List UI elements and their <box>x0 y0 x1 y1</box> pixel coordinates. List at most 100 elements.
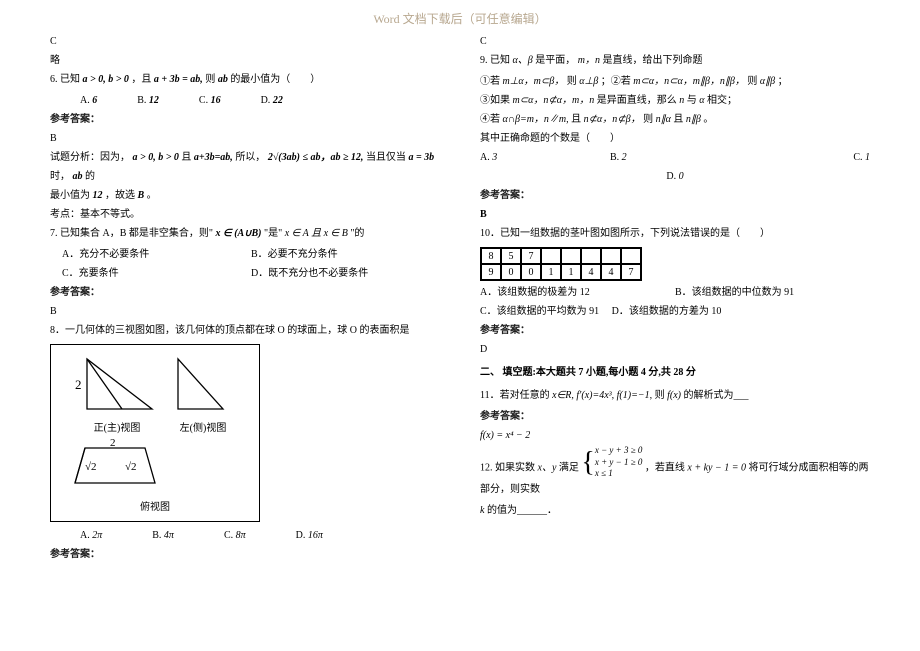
q12-xy: x、y <box>538 463 557 474</box>
q9p3-c: 与 <box>687 95 697 106</box>
q9p1-c: ；②若 <box>601 76 631 87</box>
q12-c3: x ≤ 1 <box>595 468 643 480</box>
q10-ans-label: 参考答案： <box>480 321 870 340</box>
q9p4-e4: n∥β <box>686 114 701 125</box>
q8-valD: 16π <box>308 530 323 541</box>
q11-ans: f(x) = x⁴ − 2 <box>480 426 870 445</box>
q9-valA: 3 <box>492 152 497 163</box>
q9-tc: 是直线，给出下列命题 <box>602 55 702 66</box>
q8-stem: 8．一几何体的三视图如图，该几何体的顶点都在球 O 的球面上，球 O 的表面积是 <box>50 321 440 340</box>
brace-icon: { <box>581 449 594 477</box>
q7-ans-label: 参考答案： <box>50 283 440 302</box>
valr2a: √2 <box>85 461 97 473</box>
q10-stem: 10．已知一组数据的茎叶图如图所示，下列说法错误的是（ ） <box>480 224 870 243</box>
q6-an-cond: a > 0, b > 0 <box>133 152 179 163</box>
q9-mn: m，n <box>578 55 600 66</box>
q9-ans-label: 参考答案： <box>480 186 870 205</box>
leaf-c <box>621 248 641 264</box>
leaf-c: 7 <box>521 248 541 264</box>
q9p3-e1: m⊂α，n⊄α，m，n <box>513 95 595 106</box>
q6-an-when: a = 3b <box>408 152 434 163</box>
two-column-layout: C 略 6. 已知 a > 0, b > 0 ，且 a + 3b = ab, 则… <box>0 32 920 564</box>
q10-optA: A．该组数据的极差为 12 <box>480 283 675 302</box>
q7-opts-r1: A．充分不必要条件 B．必要不充分条件 <box>50 245 440 264</box>
q11-tb: 则 <box>655 390 665 401</box>
q8-optA: A. <box>80 530 90 541</box>
q12-brace: { x − y + 3 ≥ 0 x + y − 1 ≥ 0 x ≤ 1 <box>581 445 642 480</box>
q6-an2-c: 。 <box>147 190 157 201</box>
q10-ans: D <box>480 340 870 359</box>
q6-topic: 考点：基本不等式。 <box>50 205 440 224</box>
q9p1-e4: α∥β <box>760 76 775 87</box>
leaf-c: 4 <box>581 264 601 280</box>
q12-tb: 满足 <box>559 463 579 474</box>
val2b: 2 <box>110 438 116 449</box>
q6-eq: a + 3b = ab, <box>154 74 203 85</box>
leaf-c <box>601 248 621 264</box>
q8-optB: B. <box>152 530 161 541</box>
q9-optD: D. <box>666 171 676 182</box>
q12-line: x + ky − 1 = 0 <box>687 463 746 474</box>
q9-ans: B <box>480 205 870 224</box>
val2: 2 <box>75 377 82 392</box>
front-view-icon: 2 <box>72 349 162 419</box>
q9-optB: B. <box>610 152 619 163</box>
q6-text-c: 则 <box>205 74 215 85</box>
q12-k: k <box>480 505 484 516</box>
q7-optD: D．既不充分也不必要条件 <box>251 264 440 283</box>
section-2-title: 二、 填空题:本大题共 7 小题,每小题 4 分,共 28 分 <box>480 363 870 382</box>
q9-optC: C. <box>853 152 862 163</box>
leaf-c: 7 <box>621 264 641 280</box>
q7-optA: A．充分不必要条件 <box>62 245 251 264</box>
q10-optB: B．该组数据的中位数为 91 <box>675 283 870 302</box>
stem-row-2: 9 0 0 1 1 4 4 7 <box>481 264 641 280</box>
q8-optD: D. <box>296 530 306 541</box>
q9-p1: ①若 m⊥α，m⊂β， 则 α⊥β ；②若 m⊂α，n⊂α，m∥β，n∥β， 则… <box>480 72 870 91</box>
q9p4-d: 且 <box>673 114 683 125</box>
q9p3-b: 是异面直线，那么 <box>597 95 677 106</box>
q6-an2-b: ，故选 <box>105 190 135 201</box>
q11-ans-label: 参考答案： <box>480 407 870 426</box>
q10-optD: D．该组数据的方差为 10 <box>612 306 722 317</box>
stem-row-1: 8 5 7 <box>481 248 641 264</box>
q6-valD: 22 <box>273 95 283 106</box>
q8-ans: C <box>480 32 870 51</box>
leaf-c: 1 <box>561 264 581 280</box>
q8-figure: 2 正(主)视图 左(侧)视图 2 √2 √2 <box>50 344 260 522</box>
q9-valB: 2 <box>622 152 627 163</box>
q11-e2: f(x) <box>667 390 681 401</box>
q6-ans-label: 参考答案： <box>50 110 440 129</box>
q6-targ: ab <box>218 74 228 85</box>
q7-optB: B．必要不充分条件 <box>251 245 440 264</box>
leaf-c <box>541 248 561 264</box>
q7-ans: B <box>50 302 440 321</box>
q9p3-e2: n <box>679 95 684 106</box>
q6-an-eq: a+3b=ab, <box>194 152 233 163</box>
q9p4-e3: n∥α <box>656 114 671 125</box>
q9p1-d: 则 <box>747 76 757 87</box>
q11-stem: 11．若对任意的 x∈R, f′(x)=4x³, f(1)=−1, 则 f(x)… <box>480 386 870 405</box>
q9p4-e1: α∩β=m，n∥m, <box>503 114 569 125</box>
q6-valA: 6 <box>92 95 97 106</box>
q9-valD: 0 <box>679 171 684 182</box>
q10-opts-r1: A．该组数据的极差为 12 B．该组数据的中位数为 91 <box>480 283 870 302</box>
q9p1-e1: m⊥α，m⊂β， <box>503 76 565 87</box>
leaf-c: 0 <box>521 264 541 280</box>
q9p3-a: ③如果 <box>480 95 510 106</box>
q9-opts-r2: D. 0 <box>480 167 870 186</box>
front-caption: 正(主)视图 <box>72 419 162 438</box>
q12-te: 的值为______． <box>487 505 557 516</box>
leaf-c <box>581 248 601 264</box>
leaf-c: 0 <box>501 264 521 280</box>
q9-p3: ③如果 m⊂α，n⊄α，m，n 是异面直线，那么 n 与 α 相交； <box>480 91 870 110</box>
q7-ta: 7. 已知集合 A，B 都是非空集合，则" <box>50 228 213 239</box>
stem-c: 8 <box>481 248 501 264</box>
leaf-c: 5 <box>501 248 521 264</box>
q9p1-e3: m⊂α，n⊂α，m∥β，n∥β， <box>633 76 745 87</box>
q6-options: A. 6 B. 12 C. 16 D. 22 <box>50 91 440 110</box>
q5-brief: 略 <box>50 51 440 70</box>
q6-ans: B <box>50 129 440 148</box>
q9-ask: 其中正确命题的个数是（ ） <box>480 129 870 148</box>
q6-valB: 12 <box>149 95 159 106</box>
q12-stem-2: k 的值为______． <box>480 501 870 520</box>
